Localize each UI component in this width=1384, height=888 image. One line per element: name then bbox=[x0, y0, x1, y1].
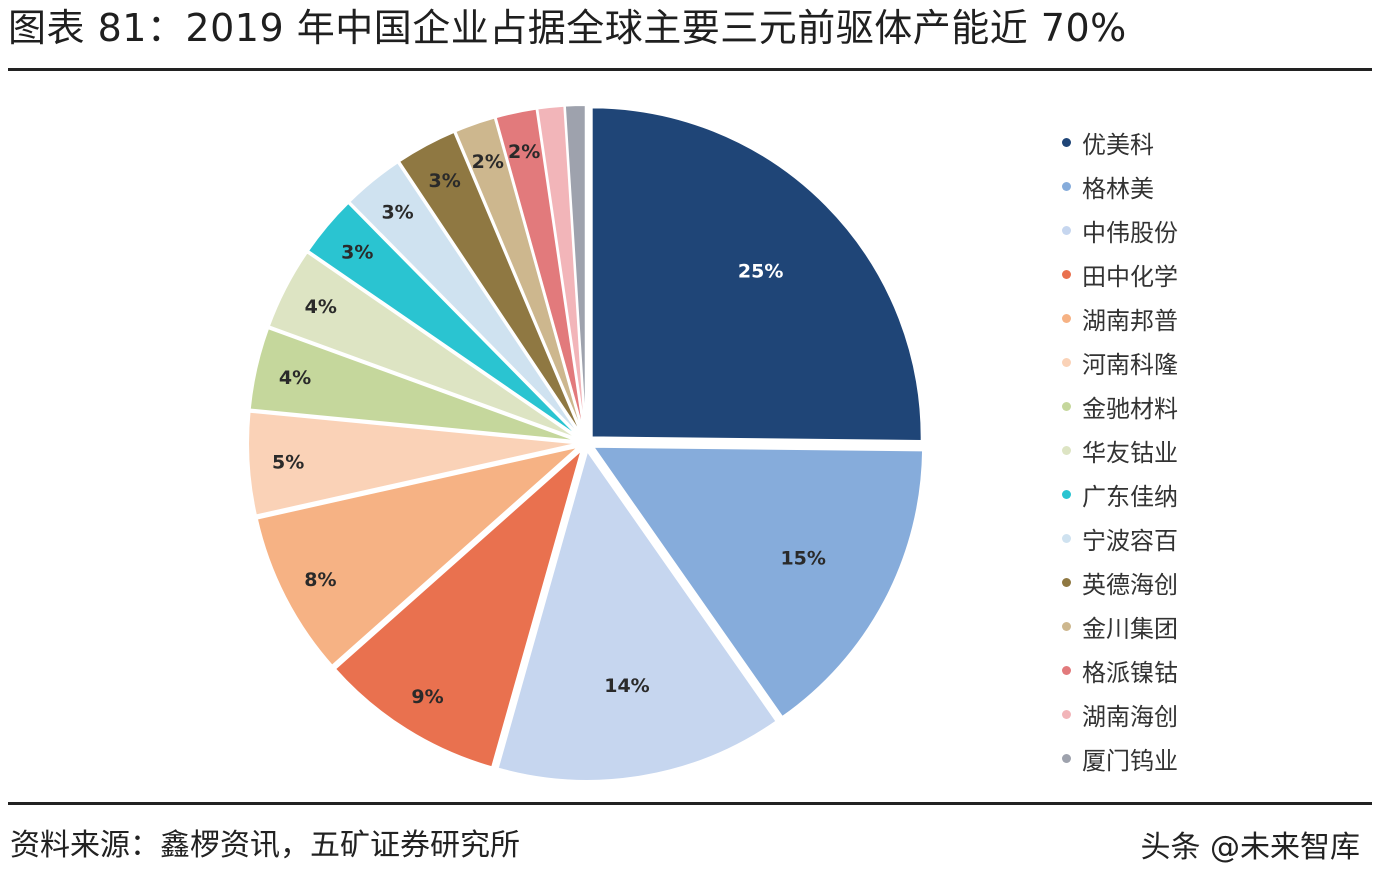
legend-swatch bbox=[1062, 665, 1071, 675]
pie-slice-label: 4% bbox=[305, 296, 337, 318]
pie-slice-group: 3% bbox=[347, 160, 582, 438]
pie-slice-label: 4% bbox=[279, 367, 311, 389]
legend-item: 厦门钨业 bbox=[1062, 736, 1178, 780]
pie-slice-group: 4% bbox=[267, 250, 580, 441]
pie-slice bbox=[496, 448, 778, 782]
legend-item: 格派镍钴 bbox=[1062, 648, 1178, 692]
legend-item: 格林美 bbox=[1062, 164, 1178, 208]
pie-slice-label: 3% bbox=[341, 241, 373, 263]
pie-slice-label: 25% bbox=[738, 260, 783, 282]
pie-slice bbox=[591, 445, 925, 719]
legend-swatch bbox=[1062, 181, 1071, 191]
pie-slice-group: 15% bbox=[591, 445, 925, 719]
legend-swatch bbox=[1062, 401, 1071, 411]
pie-slice-group: 3% bbox=[397, 130, 584, 437]
legend-swatch bbox=[1062, 533, 1071, 543]
legend-label: 湖南海创 bbox=[1082, 702, 1178, 731]
pie-slice bbox=[255, 444, 583, 668]
pie-slice-label: 5% bbox=[272, 451, 304, 473]
legend-swatch bbox=[1062, 489, 1071, 499]
legend-item: 湖南邦普 bbox=[1062, 296, 1178, 340]
pie-slice bbox=[453, 116, 585, 436]
legend-label: 广东佳纳 bbox=[1082, 482, 1178, 511]
legend-swatch bbox=[1062, 577, 1071, 587]
pie-slice-group: 4% bbox=[248, 326, 579, 443]
watermark: 头条 @未来智库 bbox=[1140, 830, 1360, 865]
pie-slice-group: 9% bbox=[333, 446, 584, 769]
chart-legend: 优美科格林美中伟股份田中化学湖南邦普河南科隆金驰材料华友钴业广东佳纳宁波容百英德… bbox=[1062, 120, 1178, 780]
legend-item: 广东佳纳 bbox=[1062, 472, 1178, 516]
source-note: 资料来源：鑫椤资讯，五矿证券研究所 bbox=[10, 828, 520, 863]
legend-label: 宁波容百 bbox=[1082, 526, 1178, 555]
pie-slice-label: 2% bbox=[472, 151, 504, 173]
pie-slice-label: 8% bbox=[304, 569, 336, 591]
legend-item: 金川集团 bbox=[1062, 604, 1178, 648]
legend-swatch bbox=[1062, 357, 1071, 367]
pie-chart: 25% 15% 14% 9% 8% 5% 4% 4% 3% 3% 3% 2% 2% bbox=[247, 103, 925, 782]
pie-slice-label: 2% bbox=[508, 141, 540, 163]
pie-slice bbox=[248, 326, 579, 443]
legend-item: 河南科隆 bbox=[1062, 340, 1178, 384]
legend-item: 中伟股份 bbox=[1062, 208, 1178, 252]
pie-slice-group: 25% bbox=[590, 106, 923, 443]
pie-slice-label: 14% bbox=[604, 675, 649, 697]
legend-label: 厦门钨业 bbox=[1082, 746, 1178, 775]
pie-slice-group: 5% bbox=[247, 410, 579, 517]
pie-slice bbox=[590, 106, 923, 443]
legend-label: 田中化学 bbox=[1082, 262, 1178, 291]
chart-title: 图表 81：2019 年中国企业占据全球主要三元前驱体产能近 70% bbox=[8, 6, 1127, 50]
pie-slice bbox=[247, 410, 579, 517]
pie-slice-group: 14% bbox=[496, 448, 778, 782]
pie-slice-group: 3% bbox=[306, 201, 581, 439]
legend-label: 湖南邦普 bbox=[1082, 306, 1178, 335]
legend-swatch bbox=[1062, 137, 1071, 147]
legend-label: 金川集团 bbox=[1082, 614, 1178, 643]
legend-item: 湖南海创 bbox=[1062, 692, 1178, 736]
legend-swatch bbox=[1062, 709, 1071, 719]
legend-swatch bbox=[1062, 313, 1071, 323]
legend-label: 中伟股份 bbox=[1082, 218, 1178, 247]
pie-slice-label: 9% bbox=[411, 686, 443, 708]
pie-slice bbox=[563, 103, 587, 436]
legend-item: 华友钴业 bbox=[1062, 428, 1178, 472]
legend-item: 金驰材料 bbox=[1062, 384, 1178, 428]
pie-slice-label: 3% bbox=[381, 202, 413, 224]
legend-label: 金驰材料 bbox=[1082, 394, 1178, 423]
pie-slice bbox=[333, 446, 584, 769]
pie-slice-group: 8% bbox=[255, 444, 583, 668]
top-rule bbox=[8, 68, 1372, 71]
pie-slice bbox=[267, 250, 580, 441]
legend-swatch bbox=[1062, 445, 1071, 455]
legend-swatch bbox=[1062, 753, 1071, 763]
legend-label: 华友钴业 bbox=[1082, 438, 1178, 467]
legend-label: 格派镍钴 bbox=[1082, 658, 1178, 687]
pie-slice bbox=[306, 201, 581, 439]
bottom-rule bbox=[8, 802, 1372, 805]
legend-label: 英德海创 bbox=[1082, 570, 1178, 599]
legend-swatch bbox=[1062, 621, 1071, 631]
pie-slice-label: 3% bbox=[428, 170, 460, 192]
legend-swatch bbox=[1062, 225, 1071, 235]
legend-label: 河南科隆 bbox=[1082, 350, 1178, 379]
legend-label: 优美科 bbox=[1082, 130, 1154, 159]
legend-label: 格林美 bbox=[1082, 174, 1154, 203]
legend-item: 英德海创 bbox=[1062, 560, 1178, 604]
legend-swatch bbox=[1062, 269, 1071, 279]
legend-item: 宁波容百 bbox=[1062, 516, 1178, 560]
legend-item: 田中化学 bbox=[1062, 252, 1178, 296]
pie-slice bbox=[347, 160, 582, 438]
pie-slice-group bbox=[563, 103, 587, 436]
pie-slice bbox=[397, 130, 584, 437]
legend-item: 优美科 bbox=[1062, 120, 1178, 164]
pie-slice-group: 2% bbox=[453, 116, 585, 436]
pie-slice-label: 15% bbox=[780, 548, 825, 570]
